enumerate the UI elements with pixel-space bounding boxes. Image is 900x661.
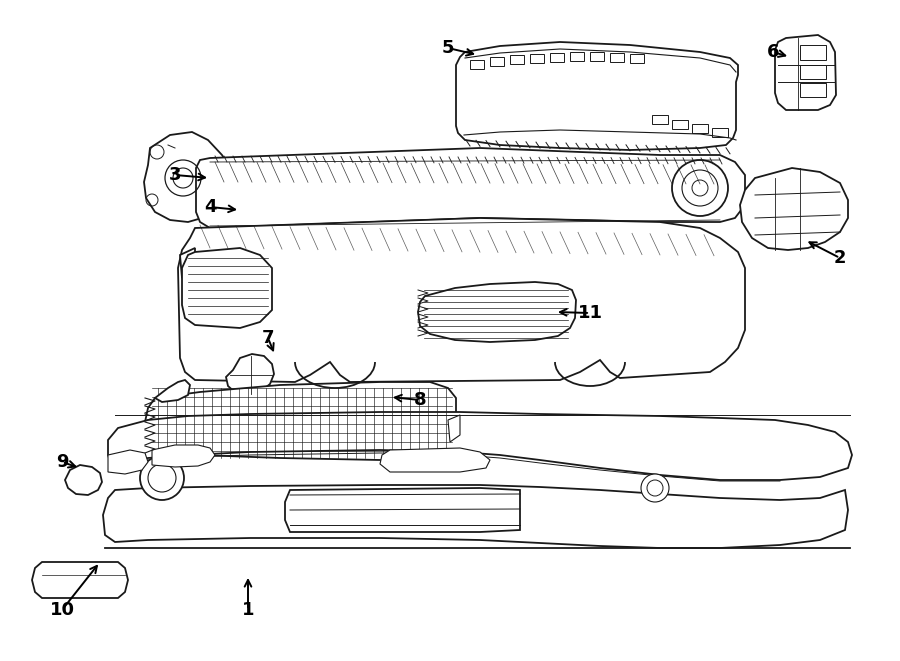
Text: 11: 11 bbox=[578, 304, 602, 322]
Text: 6: 6 bbox=[767, 43, 779, 61]
Polygon shape bbox=[418, 282, 576, 342]
Text: 2: 2 bbox=[833, 249, 846, 267]
Circle shape bbox=[641, 474, 669, 502]
Text: 5: 5 bbox=[442, 39, 454, 57]
Polygon shape bbox=[448, 415, 460, 442]
Polygon shape bbox=[196, 148, 745, 228]
Polygon shape bbox=[144, 132, 230, 222]
Text: 3: 3 bbox=[169, 166, 181, 184]
Polygon shape bbox=[456, 42, 738, 150]
Polygon shape bbox=[285, 488, 520, 532]
Polygon shape bbox=[182, 248, 272, 328]
Polygon shape bbox=[178, 218, 745, 382]
Polygon shape bbox=[180, 248, 195, 278]
Polygon shape bbox=[32, 562, 128, 598]
Polygon shape bbox=[103, 485, 848, 548]
Polygon shape bbox=[775, 35, 836, 110]
Polygon shape bbox=[108, 450, 148, 474]
Circle shape bbox=[140, 456, 184, 500]
Polygon shape bbox=[155, 380, 190, 402]
Polygon shape bbox=[380, 448, 490, 472]
Text: 10: 10 bbox=[50, 601, 75, 619]
Polygon shape bbox=[740, 168, 848, 250]
Text: 1: 1 bbox=[242, 601, 254, 619]
Polygon shape bbox=[226, 354, 274, 396]
Text: 8: 8 bbox=[414, 391, 427, 409]
Polygon shape bbox=[145, 382, 456, 462]
Polygon shape bbox=[65, 465, 102, 495]
Polygon shape bbox=[152, 445, 215, 467]
Text: 4: 4 bbox=[203, 198, 216, 216]
Text: 7: 7 bbox=[262, 329, 274, 347]
Text: 9: 9 bbox=[56, 453, 68, 471]
Polygon shape bbox=[108, 412, 852, 480]
